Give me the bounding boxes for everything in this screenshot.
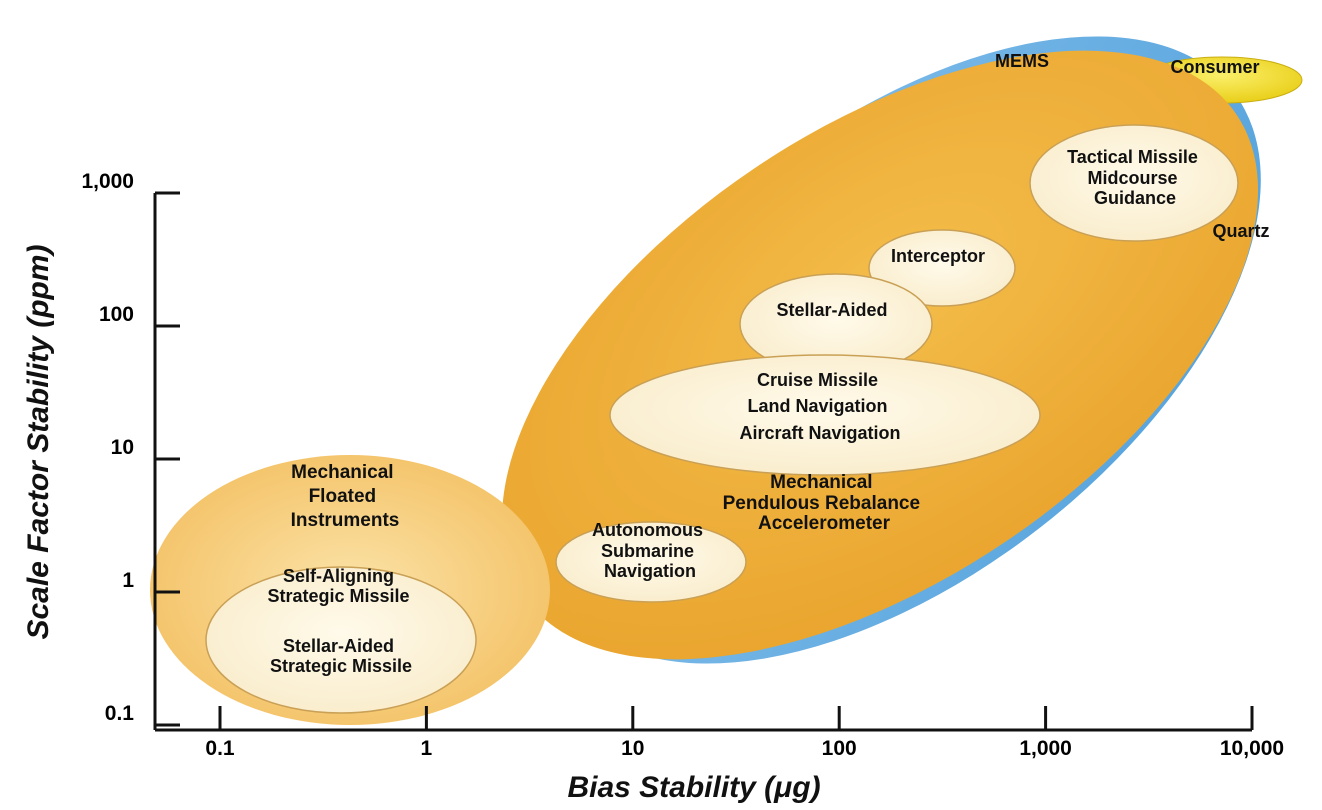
label-mechanical-floated: Mechanical Floated Instruments — [291, 462, 400, 531]
region-interceptor — [868, 229, 1016, 307]
x-tick-label: 10,000 — [1220, 737, 1284, 760]
y-ticks: 0.1 1 10 100 1,000 — [81, 170, 180, 727]
y-tick-label: 1 — [122, 569, 134, 592]
label-interceptor: Interceptor — [891, 246, 985, 266]
label-tactical-missile: Tactical Missile Midcourse Guidance — [1067, 147, 1203, 208]
y-tick-label: 100 — [99, 303, 134, 326]
label-autonomous-submarine: Autonomous Submarine Navigation — [592, 520, 708, 581]
label-mems: MEMS — [995, 51, 1049, 71]
region-autonomous-submarine — [555, 521, 747, 603]
y-tick-label: 0.1 — [105, 702, 135, 725]
axes: 0.1 1 10 100 1,000 10,000 0.1 1 10 100 1,000 — [81, 170, 1284, 760]
label-mechanical-pendulous: Mechanical Pendulous Rebalance Accelerom… — [723, 472, 926, 534]
region-tactical-missile — [1029, 124, 1239, 242]
region-strategic-missile — [205, 566, 477, 714]
x-tick-label: 0.1 — [205, 737, 235, 760]
x-tick-label: 10 — [621, 737, 644, 760]
x-ticks: 0.1 1 10 100 1,000 10,000 — [205, 706, 1284, 760]
region-labels: MEMS Consumer Quartz Tactical Missile Mi… — [22, 51, 1270, 804]
x-axis-title: Bias Stability (μg) — [567, 771, 820, 804]
y-axis-title: Scale Factor Stability (ppm) — [22, 244, 55, 639]
label-stellar-aided: Stellar-Aided — [776, 300, 887, 320]
region-cruise-missile — [609, 354, 1041, 476]
label-consumer: Consumer — [1170, 57, 1259, 77]
y-tick-label: 1,000 — [81, 170, 134, 193]
label-quartz: Quartz — [1212, 221, 1269, 241]
label-cruise-missile: Cruise Missile Land Navigation Aircraft … — [739, 370, 900, 443]
application-regions — [205, 124, 1239, 714]
x-tick-label: 1,000 — [1019, 737, 1072, 760]
x-tick-label: 1 — [421, 737, 433, 760]
y-tick-label: 10 — [111, 436, 134, 459]
x-tick-label: 100 — [822, 737, 857, 760]
label-strategic-missile: Self-Aligning Strategic Missile Stellar-… — [267, 566, 414, 676]
